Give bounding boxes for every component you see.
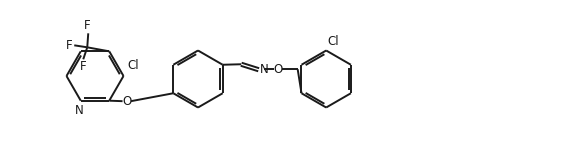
Text: O: O	[122, 95, 132, 108]
Text: F: F	[66, 39, 72, 52]
Text: F: F	[80, 60, 86, 73]
Text: N: N	[75, 104, 84, 117]
Text: Cl: Cl	[327, 35, 339, 48]
Text: N: N	[260, 63, 269, 76]
Text: O: O	[273, 63, 283, 76]
Text: Cl: Cl	[128, 59, 139, 72]
Text: F: F	[84, 19, 90, 32]
